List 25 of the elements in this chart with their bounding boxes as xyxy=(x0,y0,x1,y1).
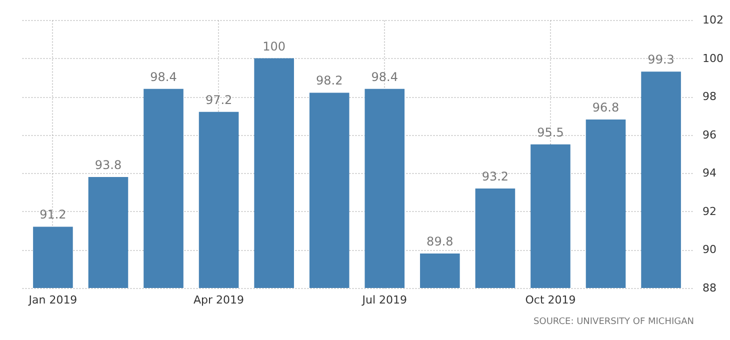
x-tick-label: Apr 2019 xyxy=(194,294,244,306)
y-tick-label: 88 xyxy=(702,282,716,294)
data-label: 98.4 xyxy=(150,70,177,84)
data-label: 89.8 xyxy=(426,234,454,249)
y-tick-label: 98 xyxy=(702,90,716,104)
data-label: 93.8 xyxy=(94,158,122,172)
y-tick-label: 90 xyxy=(702,243,716,256)
x-tick-label: Jan 2019 xyxy=(28,294,78,306)
data-label: 100 xyxy=(262,39,286,54)
y-tick-label: 96 xyxy=(702,128,716,142)
y-tick-label: 92 xyxy=(702,204,716,218)
y-tick-label: 102 xyxy=(702,14,724,26)
data-label: 93.2 xyxy=(482,169,509,184)
data-label: 96.8 xyxy=(592,100,620,115)
y-tick-label: 94 xyxy=(702,166,716,180)
data-label: 99.3 xyxy=(648,52,674,67)
data-label: 98.2 xyxy=(316,74,343,88)
x-tick-label: Oct 2019 xyxy=(525,294,576,306)
data-label: 97.2 xyxy=(205,92,232,107)
data-label: 91.2 xyxy=(40,208,66,222)
x-tick-label: Jul 2019 xyxy=(361,294,408,306)
y-tick-label: 100 xyxy=(702,52,724,65)
data-label: 95.5 xyxy=(537,125,564,140)
data-label: 98.4 xyxy=(371,70,398,84)
source-note: SOURCE: UNIVERSITY OF MICHIGAN xyxy=(534,317,694,327)
